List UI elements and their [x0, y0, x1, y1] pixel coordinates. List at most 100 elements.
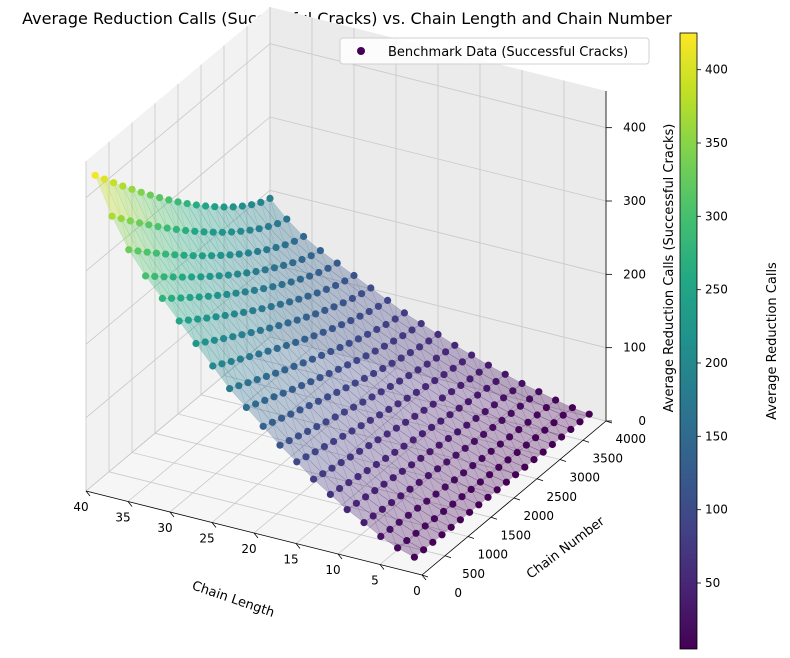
data-point [263, 246, 271, 254]
data-point [276, 300, 284, 308]
data-point [172, 225, 180, 233]
data-point [405, 372, 413, 380]
data-point [548, 440, 557, 449]
x-tick [211, 522, 217, 528]
surface-diagonal [260, 202, 269, 227]
surface-diagonal [189, 297, 198, 320]
data-point [530, 456, 538, 464]
data-point [316, 374, 324, 382]
data-point [424, 472, 432, 480]
data-point [351, 379, 359, 387]
colorbar-tick-label: 250 [705, 283, 728, 297]
data-point [448, 388, 456, 396]
data-point [152, 249, 160, 257]
surface-diagonal [192, 255, 202, 277]
y-tick-label: 1500 [500, 528, 531, 542]
data-point [241, 288, 249, 296]
colorbar-tick-label: 400 [705, 63, 728, 77]
data-point [229, 333, 237, 341]
data-point [469, 462, 477, 470]
colorbar-tick-label: 150 [705, 429, 728, 443]
data-point [220, 203, 228, 211]
surface-diagonal [186, 203, 196, 232]
data-point [204, 292, 212, 300]
data-point [400, 442, 408, 450]
data-point [175, 317, 183, 325]
surface-diagonal [223, 338, 232, 362]
chart-title: Average Reduction Calls (Successful Crac… [22, 9, 672, 28]
surface-diagonal [276, 348, 286, 370]
data-point [472, 414, 480, 422]
data-point [304, 427, 312, 435]
data-point [358, 290, 366, 298]
data-point [156, 194, 164, 202]
surface-diagonal [342, 436, 351, 458]
data-point [414, 366, 422, 374]
surface-diagonal [196, 204, 205, 232]
data-point [533, 411, 541, 419]
data-point [425, 337, 433, 345]
data-point [178, 273, 186, 281]
data-point [234, 270, 242, 278]
data-point [416, 343, 424, 351]
data-point [246, 353, 254, 361]
data-point [326, 490, 334, 498]
data-point [542, 404, 551, 412]
data-point [298, 255, 306, 264]
data-point [295, 295, 303, 303]
data-point [235, 382, 243, 390]
data-point [509, 387, 517, 395]
data-point [316, 247, 324, 255]
data-point [272, 243, 280, 252]
y-tick-label: 2500 [546, 490, 577, 504]
data-point [380, 342, 388, 350]
surface-diagonal [113, 182, 122, 219]
x-tick-label: 20 [241, 542, 256, 556]
data-point [369, 512, 377, 520]
data-point [275, 322, 283, 330]
data-point [365, 307, 373, 316]
data-point [362, 493, 370, 501]
data-point [346, 453, 354, 461]
data-point [278, 280, 286, 289]
data-point [332, 281, 340, 290]
data-point [522, 441, 531, 449]
surface-diagonal [194, 231, 203, 256]
surface-diagonal [249, 230, 258, 252]
y-tick-label: 1000 [477, 548, 508, 562]
data-point [492, 377, 500, 386]
data-point [389, 474, 397, 482]
data-point [378, 505, 386, 513]
data-point [182, 226, 190, 235]
data-point [232, 289, 240, 297]
data-point [184, 316, 192, 324]
surface-diagonal [163, 276, 172, 299]
z-axis-label: Average Reduction Calls (Successful Crac… [662, 124, 677, 413]
data-point [194, 315, 202, 323]
data-point [481, 408, 489, 416]
x-tick [169, 511, 175, 518]
data-point [418, 430, 426, 438]
data-point [267, 303, 275, 311]
data-point [119, 182, 127, 190]
data-point [136, 219, 144, 227]
colorbar: 50 100 150 200 250 300 350 400 Average Reductio… [679, 32, 780, 650]
data-point [340, 408, 348, 416]
data-point [526, 395, 534, 403]
data-point [516, 402, 525, 410]
data-point [255, 225, 263, 233]
data-point [126, 217, 134, 225]
data-point [391, 448, 399, 456]
data-point [475, 501, 483, 509]
data-point [308, 355, 316, 363]
data-point [310, 475, 318, 483]
data-point [360, 374, 368, 382]
data-point [158, 294, 166, 302]
y-tick-label: 0 [454, 586, 462, 600]
data-point [238, 202, 246, 210]
data-point [410, 553, 418, 561]
data-point [585, 410, 593, 418]
data-point [211, 203, 219, 211]
data-point [383, 430, 391, 438]
data-point [430, 515, 438, 523]
